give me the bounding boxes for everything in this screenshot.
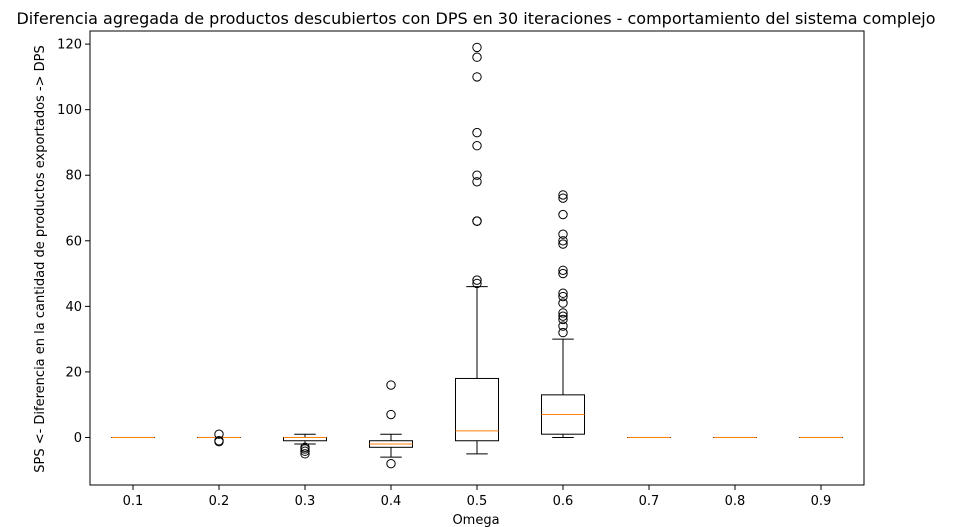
outlier-point [558, 209, 568, 220]
outlier-point [558, 265, 568, 275]
outlier-point [558, 193, 568, 203]
outlier-point [472, 141, 482, 151]
outlier-point [558, 314, 568, 325]
outlier-point [558, 239, 568, 249]
outlier-point [558, 190, 568, 200]
box-group [541, 190, 585, 438]
outlier-point [558, 268, 568, 279]
box-series [111, 42, 843, 469]
x-tick-label: 0.3 [295, 494, 316, 509]
x-tick-label: 0.4 [381, 494, 402, 509]
outlier-point [558, 321, 568, 331]
outlier-point [472, 216, 482, 226]
x-axis-label: Omega [452, 513, 499, 527]
y-axis-ticks: 0 20 40 60 80 100 120 [57, 38, 90, 446]
outlier-point [214, 429, 224, 439]
outlier-point [558, 327, 568, 338]
x-tick-label: 0.5 [467, 494, 488, 509]
outlier-point [214, 437, 224, 447]
outlier-point [558, 311, 568, 321]
chart-title: Diferencia agregada de productos descubi… [16, 9, 935, 28]
outlier-point [558, 288, 568, 298]
box-group [197, 429, 241, 447]
outlier-point [472, 275, 482, 285]
y-axis-label: SPS <- Diferencia en la cantidad de prod… [33, 45, 48, 473]
x-tick-label: 0.1 [123, 494, 144, 509]
box-group [283, 433, 327, 459]
box-group [369, 380, 413, 469]
outlier-point [386, 458, 396, 469]
x-tick-label: 0.8 [725, 494, 746, 509]
x-axis-ticks: 0.1 0.2 0.3 0.4 0.5 0.6 0.7 0.8 0.9 [123, 485, 832, 509]
y-tick-label: 60 [65, 234, 82, 249]
outlier-point [472, 170, 482, 180]
outlier-point [558, 236, 568, 246]
iqr-box [455, 377, 499, 442]
outlier-point [558, 308, 568, 318]
x-tick-label: 0.9 [811, 494, 832, 509]
outlier-point [472, 52, 482, 62]
outlier-point [558, 291, 568, 302]
outlier-point [558, 229, 568, 239]
outlier-point [300, 449, 310, 459]
outlier-point [472, 127, 482, 138]
box-group [455, 42, 499, 455]
outlier-point [386, 380, 396, 390]
outlier-point [300, 444, 310, 454]
outlier-point [558, 298, 568, 308]
outlier-point [472, 72, 482, 82]
outlier-point [472, 42, 482, 53]
y-tick-label: 100 [57, 103, 82, 118]
y-tick-label: 40 [65, 300, 82, 315]
outlier-point [472, 278, 482, 289]
outlier-point [472, 177, 482, 187]
y-tick-label: 120 [57, 38, 82, 53]
outlier-point [386, 409, 396, 420]
outlier-point [300, 446, 310, 456]
y-tick-label: 80 [65, 169, 82, 184]
x-tick-label: 0.6 [553, 494, 574, 509]
x-tick-label: 0.2 [209, 494, 230, 509]
x-tick-label: 0.7 [639, 494, 660, 509]
y-tick-label: 0 [74, 431, 82, 446]
y-tick-label: 20 [65, 365, 82, 380]
